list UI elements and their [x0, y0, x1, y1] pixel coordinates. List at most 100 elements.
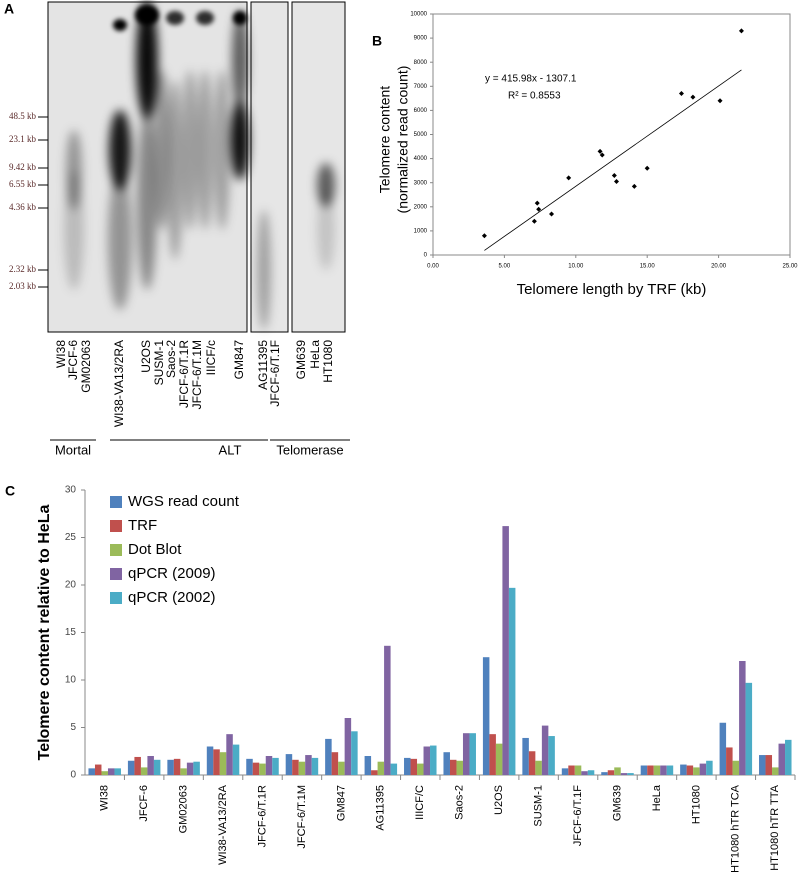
- lane-label: SUSM-1: [152, 340, 166, 386]
- plot-area: [432, 13, 791, 256]
- y-tick-label: 1000: [414, 228, 428, 234]
- y-tick-label: 15: [65, 627, 77, 638]
- trendline: [484, 69, 742, 251]
- bar: [660, 765, 667, 775]
- bar: [101, 771, 108, 775]
- bar: [541, 725, 549, 775]
- legend-swatch: [110, 568, 122, 580]
- bar: [627, 773, 634, 775]
- legend-label: WGS read count: [128, 493, 240, 510]
- bar: [193, 761, 200, 775]
- bar: [719, 722, 727, 775]
- x-tick-label: SUSM-1: [533, 785, 545, 827]
- y-tick-label: 3000: [414, 180, 428, 186]
- lane-label: JFCF-6/T.1F: [268, 340, 282, 407]
- size-marker: 2.32 kb: [9, 264, 37, 274]
- x-tick-label: 0.00: [427, 264, 439, 270]
- bar: [331, 752, 339, 775]
- bar: [153, 759, 161, 775]
- bar: [508, 587, 516, 775]
- x-tick-label: 20.00: [711, 264, 727, 270]
- bar: [213, 749, 220, 775]
- bar: [548, 736, 555, 775]
- point: [631, 183, 637, 189]
- bar: [666, 765, 674, 775]
- x-tick-label: 10.00: [568, 264, 584, 270]
- bar: [226, 734, 233, 775]
- bar: [561, 768, 569, 775]
- legend-swatch: [110, 592, 122, 604]
- bar: [390, 763, 398, 775]
- legend-label: qPCR (2002): [128, 589, 216, 606]
- bar: [601, 772, 608, 775]
- point: [690, 94, 696, 100]
- x-tick-label: WI38: [99, 785, 111, 811]
- lane-label: IIICF/c: [204, 340, 218, 375]
- y-tick-label: 25: [65, 532, 77, 543]
- bar: [430, 745, 437, 775]
- bar: [732, 760, 740, 775]
- annotation: R² = 0.8553: [508, 91, 561, 102]
- lane-label: HeLa: [308, 340, 322, 369]
- bar: [574, 765, 582, 775]
- bar: [423, 746, 431, 775]
- legend-swatch: [110, 520, 122, 532]
- bar: [338, 761, 345, 775]
- x-tick-label: JFCF-6/T.1R: [256, 785, 268, 847]
- bar: [620, 773, 628, 775]
- bar: [640, 765, 648, 775]
- bar: [252, 762, 260, 775]
- bar: [693, 767, 700, 775]
- panel-label: B: [372, 33, 382, 49]
- x-tick-label: U2OS: [493, 785, 505, 815]
- lane-label: AG11395: [256, 340, 270, 390]
- x-tick-label: JFCF-6: [138, 785, 150, 822]
- x-tick-label: IIICF/C: [414, 785, 426, 820]
- lane-label: GM02063: [79, 340, 93, 393]
- x-tick-label: GM02063: [178, 785, 190, 833]
- lane-label: HT1080: [321, 340, 335, 383]
- panel-label: A: [4, 1, 14, 17]
- y-tick-label: 7000: [414, 84, 428, 90]
- point: [599, 152, 605, 158]
- bar: [180, 768, 187, 775]
- bar: [127, 760, 135, 775]
- bar: [94, 764, 102, 775]
- bar: [469, 733, 476, 775]
- size-marker: 2.03 kb: [9, 281, 37, 291]
- bar: [292, 759, 299, 775]
- lane-label: GM639: [294, 340, 308, 380]
- y-tick-label: 5: [70, 722, 76, 733]
- bar: [186, 762, 194, 775]
- bar: [351, 731, 358, 775]
- point: [678, 91, 684, 97]
- bar: [489, 734, 496, 775]
- bar: [607, 770, 615, 775]
- annotation: y = 415.98x - 1307.1: [485, 74, 577, 85]
- x-axis-title: Telomere length by TRF (kb): [517, 281, 707, 298]
- x-tick-label: JFCF-6/T.1M: [296, 785, 308, 849]
- x-tick-label: WI38-VA13/2RA: [217, 784, 229, 865]
- bar: [535, 760, 542, 775]
- bar: [259, 763, 266, 775]
- x-tick-label: HT1080 hTR TTA: [769, 784, 781, 870]
- point: [717, 98, 723, 104]
- bar: [726, 747, 733, 775]
- y-tick-label: 9000: [414, 36, 428, 42]
- bar: [173, 758, 181, 775]
- y-tick-label: 20: [65, 580, 77, 591]
- y-tick-label: 10: [65, 675, 77, 686]
- bar: [686, 765, 694, 775]
- bar: [587, 770, 595, 775]
- bar: [706, 760, 713, 775]
- lane-label: GM847: [232, 340, 246, 380]
- point: [566, 175, 572, 181]
- bar: [134, 756, 141, 775]
- bar: [772, 767, 779, 775]
- lane-label: JFCF-6/T.1M: [190, 340, 204, 409]
- x-tick-label: 5.00: [499, 264, 511, 270]
- group-label: ALT: [219, 442, 242, 457]
- bar: [699, 763, 707, 775]
- bar: [495, 743, 503, 775]
- x-tick-label: 15.00: [640, 264, 656, 270]
